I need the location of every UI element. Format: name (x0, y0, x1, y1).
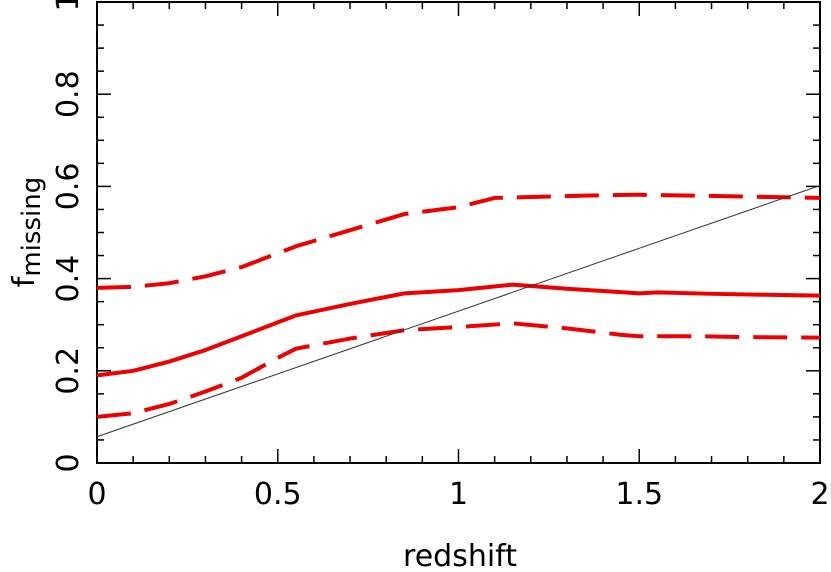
x-tick-label: 2 (810, 477, 829, 512)
x-axis-label: redshift (403, 539, 517, 572)
y-tick-label: 1 (51, 0, 86, 12)
x-tick-label: 1 (449, 477, 468, 512)
x-tick-label: 0.5 (254, 477, 302, 512)
y-tick-label: 0.4 (51, 255, 86, 303)
x-tick-label: 0 (87, 477, 106, 512)
y-tick-label: 0.2 (51, 347, 86, 395)
series-line-3 (96, 185, 821, 438)
y-axis-label-main: f (7, 275, 42, 287)
series-line-1 (96, 192, 821, 290)
y-tick-label: 0.6 (51, 163, 86, 211)
y-axis-label: fmissing (7, 177, 47, 287)
ticks (96, 1, 821, 464)
series-line-2 (96, 321, 821, 419)
tick-labels: 0 0.5 1 1.5 2 0 0.2 0.4 0.6 0.8 1 (51, 0, 830, 512)
y-axis-label-subscript: missing (17, 177, 47, 277)
y-tick-label: 0.8 (51, 70, 86, 118)
plot-frame (96, 1, 821, 464)
series-layer (96, 185, 821, 438)
x-tick-label: 1.5 (615, 477, 663, 512)
y-tick-label: 0 (51, 453, 86, 472)
series-line-0 (96, 282, 821, 378)
